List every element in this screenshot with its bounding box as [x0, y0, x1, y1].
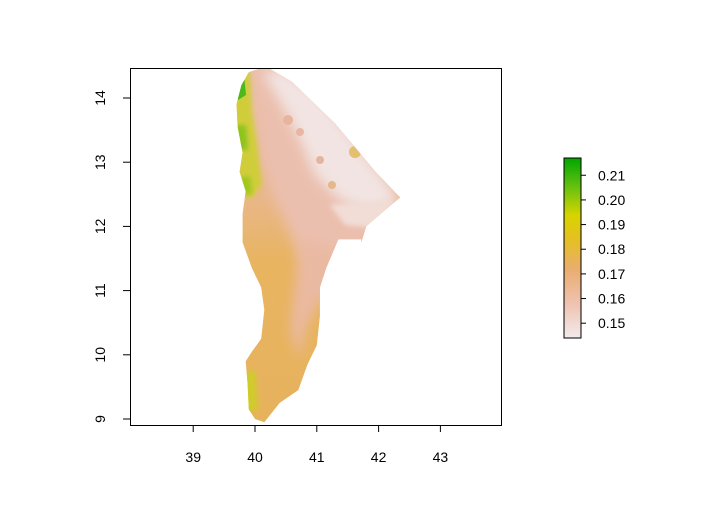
- x-axis: 39 40 41 42 43: [185, 425, 448, 465]
- y-tick-label: 12: [92, 218, 108, 234]
- legend-tick-label: 0.15: [598, 315, 625, 331]
- y-tick-label: 11: [92, 283, 108, 298]
- x-tick-label: 42: [371, 449, 387, 465]
- legend-tick-label: 0.19: [598, 217, 625, 233]
- plot-frame: [130, 68, 502, 426]
- raster-spot: [328, 181, 336, 189]
- raster-spot: [347, 267, 357, 277]
- raster-green-patch-1: [236, 75, 246, 100]
- legend-ticks: 0.21 0.20 0.19 0.18 0.17 0.16 0.15: [581, 167, 625, 331]
- legend-tick-label: 0.20: [598, 192, 625, 208]
- legend-colorbar: [563, 157, 582, 339]
- raster-green-patch-3: [238, 176, 252, 194]
- raster-layer: [236, 69, 401, 423]
- raster-spot: [283, 115, 293, 125]
- y-tick-label: 10: [92, 347, 108, 363]
- y-tick-label: 9: [92, 415, 108, 423]
- x-tick-label: 41: [309, 449, 325, 465]
- raster-light-zone: [262, 70, 398, 215]
- y-tick-label: 13: [92, 154, 108, 170]
- raster-green-patch-2: [236, 125, 248, 150]
- raster-pink-zone-south: [290, 240, 355, 360]
- legend-tick-label: 0.21: [598, 167, 625, 183]
- y-tick-label: 14: [92, 90, 108, 106]
- raster-spot: [316, 156, 324, 164]
- x-tick-label: 43: [433, 449, 449, 465]
- legend-tick-label: 0.16: [598, 291, 625, 307]
- x-tick-label: 39: [185, 449, 201, 465]
- raster-spot: [349, 146, 361, 158]
- legend-tick-label: 0.18: [598, 241, 625, 257]
- color-legend: 0.21 0.20 0.19 0.18 0.17 0.16 0.15: [563, 157, 625, 339]
- legend-tick-label: 0.17: [598, 266, 625, 282]
- raster-yellow-patch-south: [240, 370, 258, 412]
- x-tick-label: 40: [247, 449, 263, 465]
- y-axis: 9 10 11 12 13 14: [92, 90, 130, 423]
- raster-spot: [296, 128, 304, 136]
